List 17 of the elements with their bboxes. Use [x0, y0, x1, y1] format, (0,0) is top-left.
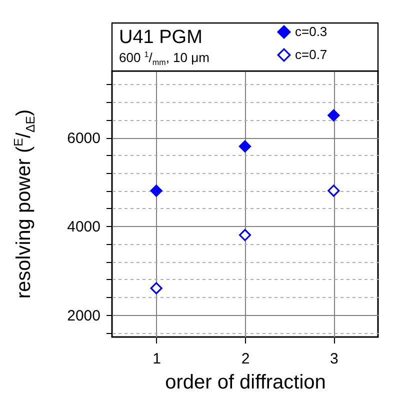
y-tick-label: 6000: [67, 130, 100, 147]
y-tick-label: 4000: [67, 218, 100, 236]
x-tick-label: 2: [241, 350, 250, 368]
x-axis-title: order of diffraction: [165, 372, 326, 394]
point: [150, 282, 162, 294]
y-axis-title: resolving power (E/ΔE): [11, 109, 38, 299]
point: [238, 140, 252, 152]
x-tick-label: 3: [330, 350, 338, 368]
legend-label: c=0.3: [295, 24, 328, 39]
legend-label: c=0.7: [295, 47, 328, 62]
chart-title: U41 PGM: [119, 27, 202, 48]
point: [150, 184, 162, 197]
y-tick-label: 2000: [67, 307, 100, 324]
point: [238, 228, 252, 242]
point: [328, 184, 340, 197]
x-tick-label: 1: [152, 350, 162, 368]
point: [328, 109, 340, 122]
